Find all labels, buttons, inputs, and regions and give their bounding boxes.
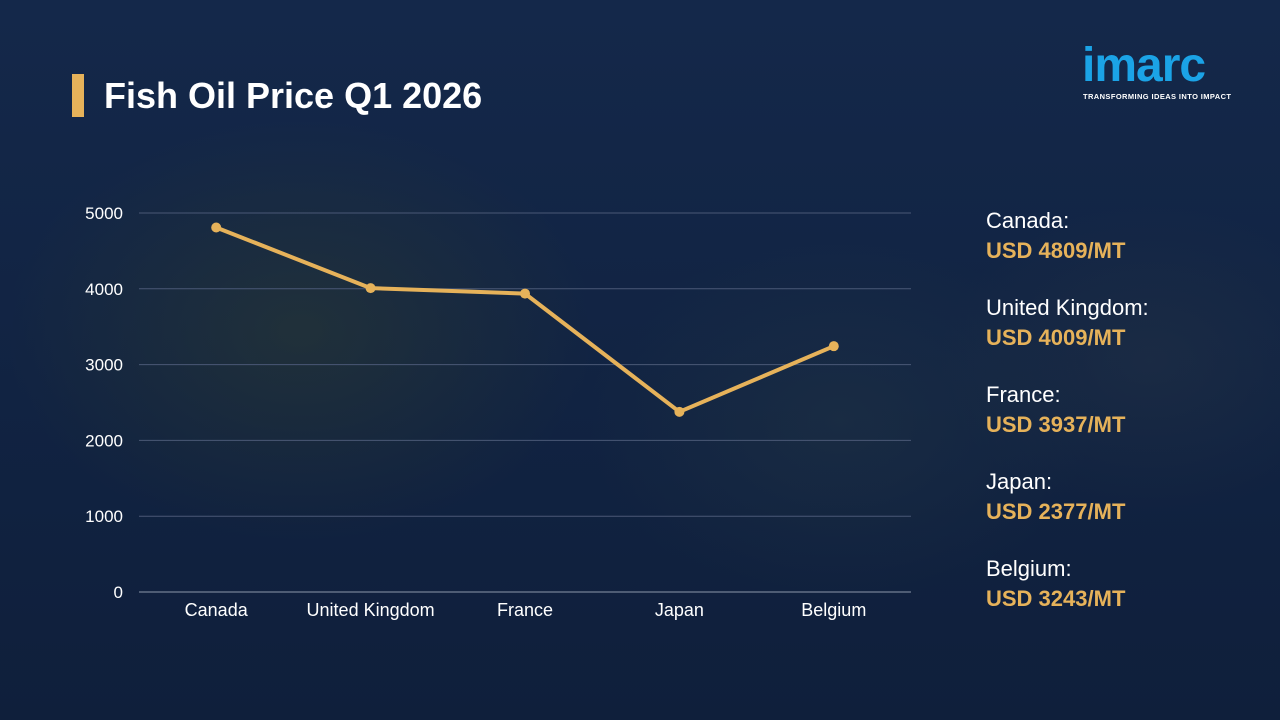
title-accent-bar <box>72 74 84 117</box>
price-item-belgium: Belgium: USD 3243/MT <box>986 554 1266 641</box>
price-item-canada: Canada: USD 4809/MT <box>986 206 1266 293</box>
price-item-japan: Japan: USD 2377/MT <box>986 467 1266 554</box>
y-tick-label: 3000 <box>85 356 123 375</box>
price-country-label: France: <box>986 382 1061 407</box>
x-tick-label: Belgium <box>801 600 866 620</box>
price-country-label: Japan: <box>986 469 1053 494</box>
price-item-france: France: USD 3937/MT <box>986 380 1266 467</box>
y-tick-label: 4000 <box>85 280 123 299</box>
logo-wordmark: imarc <box>1082 39 1206 92</box>
price-country-label: Belgium: <box>986 556 1072 581</box>
y-tick-label: 1000 <box>85 507 123 526</box>
price-country-label: United Kingdom: <box>986 295 1149 320</box>
data-point <box>211 222 222 233</box>
y-tick-label: 2000 <box>85 431 123 450</box>
series-line-group <box>214 225 836 414</box>
y-axis-ticks: 0 1000 2000 3000 4000 5000 <box>85 204 123 602</box>
price-value: USD 3243/MT <box>986 586 1126 611</box>
x-tick-label: Canada <box>185 600 249 620</box>
data-point <box>674 406 685 417</box>
y-tick-label: 5000 <box>85 204 123 223</box>
logo-tagline: TRANSFORMING IDEAS INTO IMPACT <box>1083 92 1232 101</box>
price-item-united-kingdom: United Kingdom: USD 4009/MT <box>986 293 1266 380</box>
x-axis-ticks: Canada United Kingdom France Japan Belgium <box>185 600 867 620</box>
x-tick-label: United Kingdom <box>307 600 435 620</box>
y-tick-label: 0 <box>114 583 123 602</box>
price-value: USD 4809/MT <box>986 238 1126 263</box>
series-points <box>211 222 839 417</box>
price-value: USD 3937/MT <box>986 412 1126 437</box>
price-value: USD 2377/MT <box>986 499 1126 524</box>
series-line <box>214 225 836 414</box>
price-country-label: Canada: <box>986 208 1070 233</box>
chart-title: Fish Oil Price Q1 2026 <box>104 75 483 116</box>
data-point <box>365 283 376 294</box>
x-tick-label: Japan <box>655 600 704 620</box>
data-point <box>828 341 839 352</box>
imarc-logo: imarc TRANSFORMING IDEAS INTO IMPACT <box>1080 32 1250 104</box>
price-panel: Canada: USD 4809/MT United Kingdom: USD … <box>986 206 1266 641</box>
price-value: USD 4009/MT <box>986 325 1126 350</box>
x-tick-label: France <box>497 600 553 620</box>
data-point <box>520 288 530 299</box>
gridlines <box>139 212 911 593</box>
